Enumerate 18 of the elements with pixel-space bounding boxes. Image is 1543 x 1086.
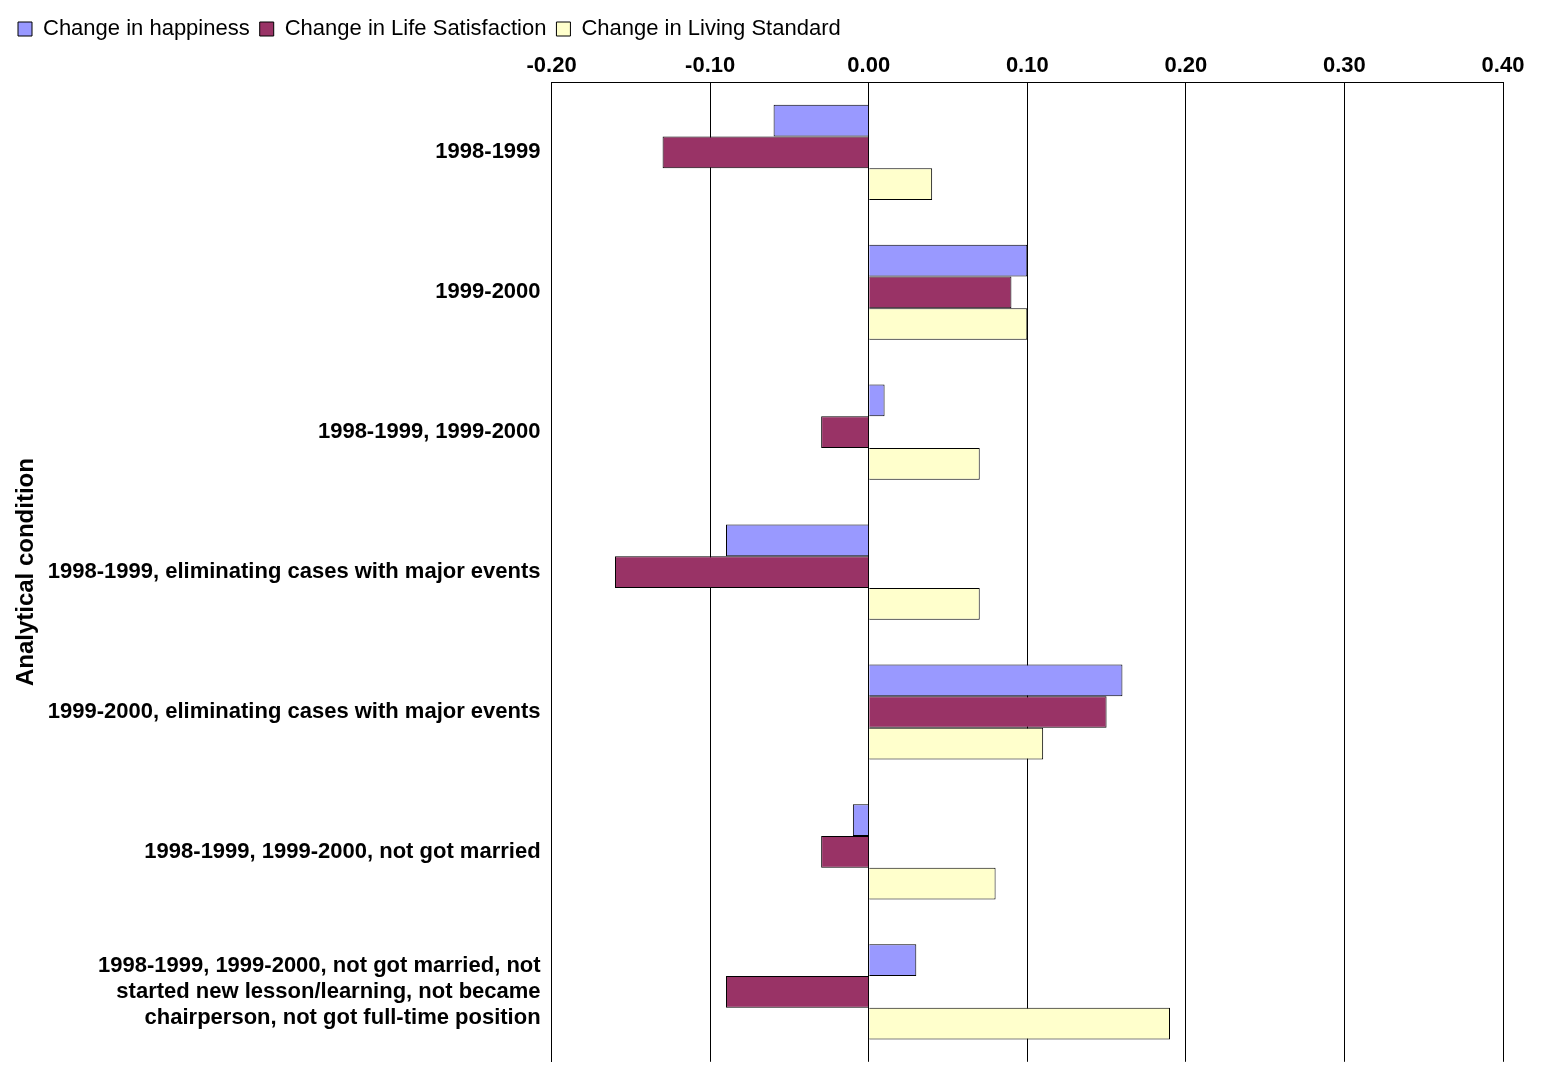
y-tick-label: 1998-1999, 1999-2000 (317, 418, 541, 444)
x-tick-label: -0.10 (685, 52, 736, 78)
x-tick-label: 0.40 (1481, 52, 1525, 78)
y-tick-label: 1998-1999 (435, 138, 541, 164)
x-tick-label: 0.00 (847, 52, 891, 78)
x-tick-label: 0.20 (1164, 52, 1208, 78)
legend-label: Change in happiness (43, 15, 250, 41)
x-tick-label: 0.10 (1005, 52, 1049, 78)
legend-label: Change in Living Standard (581, 15, 841, 41)
y-tick-label: 1998-1999, 1999-2000, not got married, not started new lesson/learning, not became chairperson, not got full-time position (97, 951, 542, 1030)
x-tick-label: 0.30 (1323, 52, 1366, 78)
y-tick-label: 1999-2000 (435, 278, 541, 304)
y-axis-title: Analytical condition (11, 458, 39, 687)
y-tick-label: 1998-1999, eliminating cases with major events (47, 558, 541, 584)
y-tick-label: 1998-1999, 1999-2000, not got married (144, 837, 541, 863)
legend-label: Change in Life Satisfaction (284, 15, 547, 41)
x-tick-label: -0.20 (526, 52, 577, 78)
y-tick-label: 1999-2000, eliminating cases with major events (47, 698, 541, 724)
